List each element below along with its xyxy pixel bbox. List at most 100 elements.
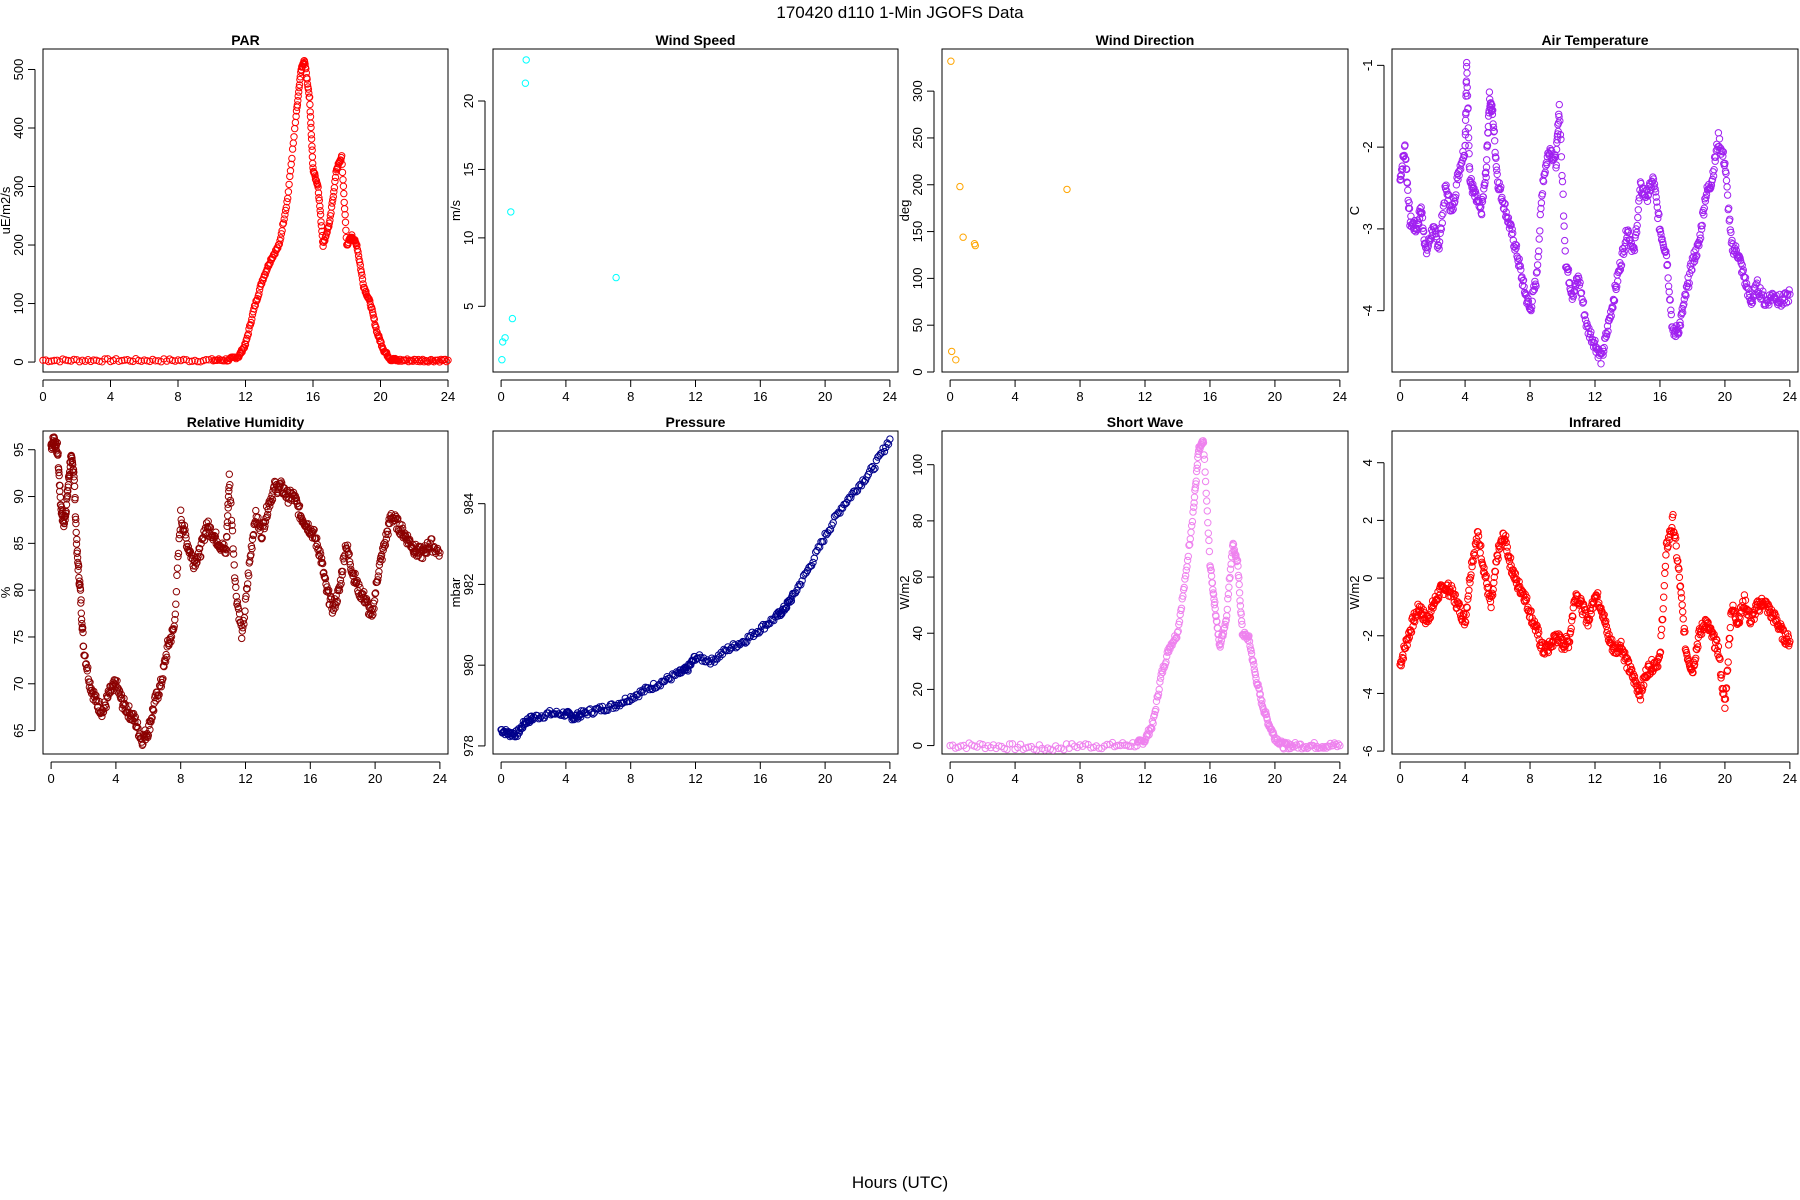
data-point: [1155, 685, 1163, 694]
data-point: [133, 718, 142, 727]
data-point: [370, 315, 378, 323]
data-point: [1693, 251, 1701, 260]
data-point: [295, 502, 304, 510]
data-point: [281, 211, 289, 219]
data-point: [291, 124, 299, 133]
data-point: [73, 549, 81, 557]
data-point: [1702, 190, 1711, 199]
data-point: [1415, 220, 1423, 228]
data-point: [1599, 351, 1607, 359]
data-point: [1418, 214, 1427, 222]
data-point: [1221, 620, 1229, 629]
y-tick-label: 500: [11, 59, 26, 81]
data-point: [1479, 193, 1488, 201]
data-point: [1474, 528, 1482, 536]
data-point: [1697, 225, 1706, 233]
data-point: [1224, 590, 1233, 598]
data-point: [1667, 306, 1675, 314]
data-point: [418, 554, 427, 563]
data-point: [1559, 212, 1568, 220]
data-point: [1566, 287, 1575, 295]
data-point: [292, 494, 300, 503]
data-point: [145, 721, 153, 729]
data-point: [305, 93, 314, 102]
data-point: [1552, 164, 1560, 172]
data-point: [238, 634, 246, 643]
plot-frame-air-temperature: [1391, 48, 1799, 373]
data-point: [1750, 615, 1758, 623]
data-point: [1509, 229, 1517, 237]
data-point: [252, 506, 260, 515]
data-point: [358, 271, 366, 279]
x-tick-label: 24: [1333, 771, 1347, 786]
data-point: [150, 699, 158, 707]
data-point: [1643, 197, 1652, 206]
data-point: [1461, 116, 1470, 124]
data-point: [53, 439, 61, 447]
data-point: [340, 198, 348, 207]
y-axis-label-short-wave: W/m2: [897, 576, 912, 610]
data-point: [1434, 594, 1443, 603]
data-point: [1713, 647, 1722, 655]
data-point: [1601, 334, 1610, 342]
x-tick-label: 24: [883, 771, 897, 786]
data-point: [1729, 601, 1737, 609]
data-point: [175, 534, 183, 543]
y-tick-label: 15: [461, 162, 476, 176]
data-point: [1103, 740, 1111, 749]
data-point: [1154, 690, 1163, 698]
y-tick-label: 978: [461, 735, 476, 757]
data-point: [1739, 266, 1748, 274]
data-point: [113, 677, 121, 685]
data-point: [226, 481, 234, 489]
data-point: [1636, 696, 1645, 704]
data-point: [1452, 181, 1461, 189]
data-point: [428, 357, 437, 365]
data-point: [295, 81, 304, 89]
data-point: [398, 521, 406, 529]
data-point: [412, 356, 420, 364]
data-point: [140, 356, 149, 364]
x-tick-label: 12: [1138, 771, 1152, 786]
data-point: [265, 260, 274, 268]
data-point: [1655, 653, 1664, 661]
data-point: [1258, 697, 1266, 705]
data-point: [1556, 131, 1565, 139]
data-point: [77, 609, 86, 617]
data-point: [1200, 451, 1208, 459]
data-point: [329, 192, 337, 201]
data-point: [78, 619, 86, 628]
data-point: [1219, 632, 1227, 640]
data-point: [1188, 517, 1197, 526]
data-point: [1675, 565, 1683, 573]
data-point: [947, 57, 955, 65]
data-point: [248, 544, 256, 553]
data-point: [756, 627, 764, 635]
data-point: [287, 160, 295, 169]
data-point: [315, 194, 323, 202]
data-point: [1193, 464, 1201, 472]
data-point: [1721, 159, 1729, 168]
y-tick-label: 65: [11, 723, 26, 737]
data-point: [118, 356, 126, 365]
data-point: [1477, 541, 1485, 550]
data-point: [1723, 183, 1731, 191]
data-point: [1517, 266, 1525, 274]
data-point: [248, 535, 257, 543]
data-point: [155, 691, 163, 699]
data-point: [1219, 629, 1228, 637]
data-point: [143, 732, 151, 741]
data-point: [50, 356, 58, 365]
data-point: [223, 533, 231, 541]
data-point: [1192, 477, 1200, 485]
data-point: [293, 101, 302, 109]
x-tick-label: 12: [1588, 771, 1602, 786]
data-point: [1684, 655, 1692, 663]
data-point: [1630, 246, 1639, 255]
panel-title-wind-direction: Wind Direction: [1096, 32, 1195, 48]
data-point: [1119, 739, 1127, 747]
data-point: [1600, 343, 1608, 352]
data-point: [521, 79, 530, 87]
data-point: [222, 549, 230, 557]
data-point: [1420, 227, 1428, 236]
